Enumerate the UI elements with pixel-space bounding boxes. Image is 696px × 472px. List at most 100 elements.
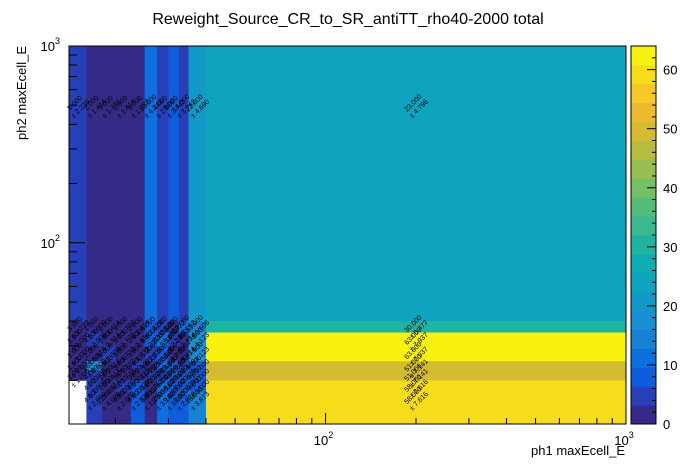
heatmap-cell xyxy=(168,332,180,347)
heatmap-cell xyxy=(168,46,180,322)
heatmap-cell xyxy=(86,345,103,362)
palette-tick-label: 20 xyxy=(663,299,677,314)
heatmap-cell xyxy=(157,332,169,347)
heatmap-cell xyxy=(157,321,169,333)
heatmap-cell xyxy=(130,404,146,425)
heatmap-cell xyxy=(86,380,103,393)
heatmap-cell xyxy=(86,404,103,425)
heatmap-cell xyxy=(188,345,207,362)
heatmap-cell xyxy=(86,321,103,333)
heatmap-cell xyxy=(178,380,189,393)
palette-tick-label: 10 xyxy=(663,358,677,373)
palette-swatch xyxy=(631,291,656,311)
heatmap-cell xyxy=(86,361,103,371)
heatmap-cell xyxy=(205,391,627,406)
heatmap-cell xyxy=(115,391,132,406)
heatmap-cell xyxy=(205,46,627,322)
heatmap-cell xyxy=(144,321,158,333)
heatmap-cell xyxy=(157,391,169,406)
heatmap-cell xyxy=(168,380,180,393)
heatmap-cell xyxy=(130,370,146,381)
heatmap-cell xyxy=(188,321,207,333)
heatmap-cell xyxy=(101,361,116,371)
heatmap-cell xyxy=(157,370,169,381)
x-axis-ticks: 102 103 xyxy=(115,413,634,448)
heatmap-cell xyxy=(205,370,627,381)
heatmap-cell xyxy=(168,370,180,381)
palette-swatch xyxy=(631,178,656,198)
palette-swatch xyxy=(631,140,656,160)
heatmap-cell xyxy=(69,332,87,347)
x-tick-label: 102 xyxy=(314,430,333,448)
heatmap-cell xyxy=(130,391,146,406)
x-axis-title: ph1 maxEcell_E xyxy=(531,443,625,458)
y-axis-ticks: 102 103 xyxy=(41,36,85,381)
x-tick-label: 103 xyxy=(614,430,633,448)
heatmap-cell xyxy=(178,361,189,371)
heatmap-cell xyxy=(157,46,169,322)
y-tick-label: 102 xyxy=(41,233,60,251)
heatmap-cell xyxy=(157,404,169,425)
heatmap-cell xyxy=(178,404,189,425)
heatmap-cell xyxy=(115,332,132,347)
heatmap-cell xyxy=(188,380,207,393)
palette-tick-label: 60 xyxy=(663,63,677,78)
heatmap-cell xyxy=(101,391,116,406)
heatmap-cell xyxy=(188,404,207,425)
heatmap-cell xyxy=(205,332,627,347)
heatmap-cell xyxy=(115,321,132,333)
heatmap-cell xyxy=(157,361,169,371)
palette-swatch xyxy=(631,329,656,349)
color-palette-axis: 0 10 20 30 40 50 60 xyxy=(647,45,677,432)
heatmap-cell xyxy=(115,46,132,322)
heatmap-cell xyxy=(188,370,207,381)
heatmap-cell xyxy=(115,370,132,381)
heatmap-cell xyxy=(69,345,87,362)
heatmap-cell xyxy=(205,380,627,393)
heatmap-cell xyxy=(178,332,189,347)
plot-frame xyxy=(68,45,627,425)
palette-swatch xyxy=(631,272,656,293)
heatmap-cell xyxy=(157,380,169,393)
heatmap-cell xyxy=(115,404,132,425)
heatmap-cell xyxy=(101,380,116,393)
heatmap-cell xyxy=(168,391,180,406)
heatmap-cell xyxy=(115,345,132,362)
heatmap-cell xyxy=(144,332,158,347)
heatmap-cell xyxy=(144,380,158,393)
palette-swatch xyxy=(631,386,656,406)
heatmap-cell xyxy=(101,332,116,347)
heatmap-cell xyxy=(101,345,116,362)
heatmap-cell xyxy=(101,321,116,333)
heatmap-cell xyxy=(188,46,207,322)
heatmap-cell xyxy=(101,46,116,322)
chart-title: Reweight_Source_CR_to_SR_antiTT_rho40-20… xyxy=(152,11,543,28)
heatmap-cell xyxy=(188,361,207,371)
heatmap-cell xyxy=(188,391,207,406)
heatmap-cell xyxy=(168,361,180,371)
palette-swatch xyxy=(631,348,656,368)
heatmap-cell xyxy=(130,380,146,393)
heatmap-cell xyxy=(130,361,146,371)
heatmap-cell xyxy=(168,404,180,425)
heatmap-cell xyxy=(188,332,207,347)
heatmap-cell xyxy=(130,46,146,322)
heatmap-cell xyxy=(130,321,146,333)
palette-swatch xyxy=(631,102,656,122)
heatmap-cell xyxy=(69,370,87,381)
palette-swatch xyxy=(631,46,656,66)
heatmap-cell xyxy=(157,345,169,362)
heatmap-cell xyxy=(144,370,158,381)
palette-tick-label: 0 xyxy=(663,417,670,432)
color-palette xyxy=(630,45,657,425)
heatmap-cell xyxy=(168,321,180,333)
heatmap-cell xyxy=(168,345,180,362)
heatmap-cell xyxy=(130,345,146,362)
heatmap-cell xyxy=(178,321,189,333)
heatmap-cells xyxy=(69,46,627,425)
heatmap-cell xyxy=(101,370,116,381)
heatmap-cell xyxy=(69,361,87,371)
heatmap-cell xyxy=(205,361,627,371)
heatmap-cell xyxy=(144,361,158,371)
